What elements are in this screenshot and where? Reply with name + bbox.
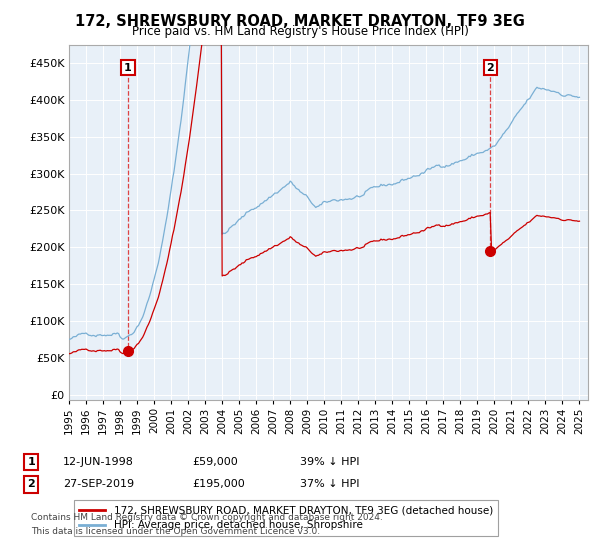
- Text: Contains HM Land Registry data © Crown copyright and database right 2024.: Contains HM Land Registry data © Crown c…: [31, 514, 383, 522]
- Text: 27-SEP-2019: 27-SEP-2019: [63, 479, 134, 489]
- Text: £59,000: £59,000: [192, 457, 238, 467]
- Text: 39% ↓ HPI: 39% ↓ HPI: [300, 457, 359, 467]
- Text: 172, SHREWSBURY ROAD, MARKET DRAYTON, TF9 3EG: 172, SHREWSBURY ROAD, MARKET DRAYTON, TF…: [75, 14, 525, 29]
- Text: This data is licensed under the Open Government Licence v3.0.: This data is licensed under the Open Gov…: [31, 528, 320, 536]
- Legend: 172, SHREWSBURY ROAD, MARKET DRAYTON, TF9 3EG (detached house), HPI: Average pri: 172, SHREWSBURY ROAD, MARKET DRAYTON, TF…: [74, 500, 498, 536]
- Text: £195,000: £195,000: [192, 479, 245, 489]
- Text: Price paid vs. HM Land Registry's House Price Index (HPI): Price paid vs. HM Land Registry's House …: [131, 25, 469, 38]
- Text: 37% ↓ HPI: 37% ↓ HPI: [300, 479, 359, 489]
- Text: 2: 2: [486, 63, 494, 73]
- Text: 12-JUN-1998: 12-JUN-1998: [63, 457, 134, 467]
- Text: 2: 2: [28, 479, 35, 489]
- Text: 1: 1: [124, 63, 132, 73]
- Text: 1: 1: [28, 457, 35, 467]
